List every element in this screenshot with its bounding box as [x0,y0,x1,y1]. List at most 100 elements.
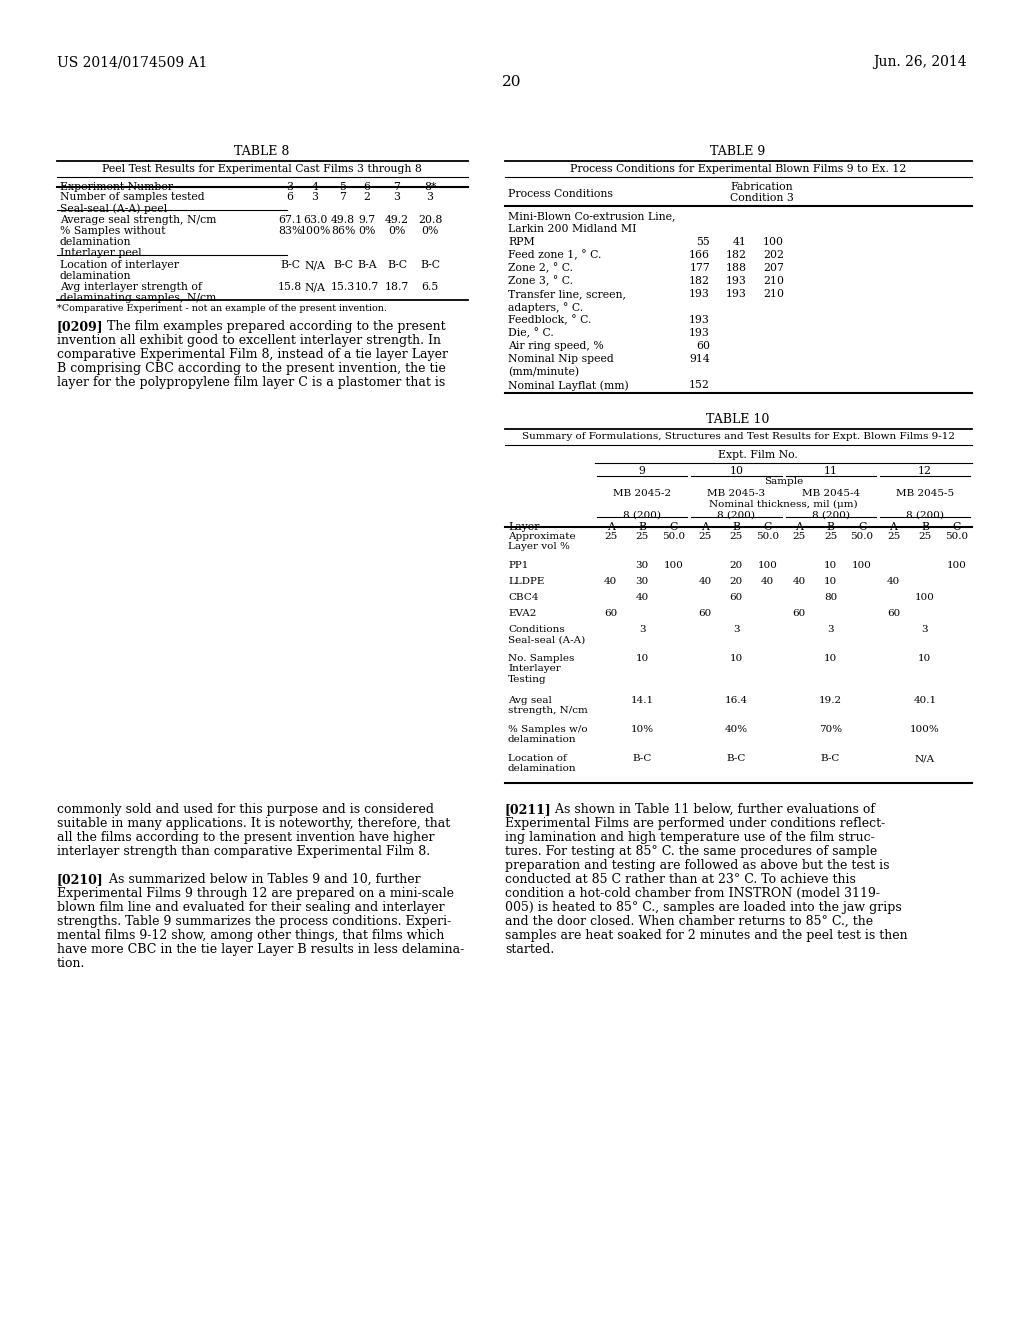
Text: 188: 188 [726,263,746,273]
Text: Conditions
Seal-seal (A-A): Conditions Seal-seal (A-A) [508,624,586,644]
Text: layer for the polypropylene film layer C is a plastomer that is: layer for the polypropylene film layer C… [57,376,445,389]
Text: comparative Experimental Film 8, instead of a tie layer Layer: comparative Experimental Film 8, instead… [57,348,449,360]
Text: Peel Test Results for Experimental Cast Films 3 through 8: Peel Test Results for Experimental Cast … [102,164,422,174]
Text: A: A [796,521,803,532]
Text: Zone 2, ° C.: Zone 2, ° C. [508,263,573,273]
Text: B-C: B-C [387,260,407,271]
Text: blown film line and evaluated for their sealing and interlayer: blown film line and evaluated for their … [57,902,444,913]
Text: EVA2: EVA2 [508,609,537,618]
Text: B: B [921,521,929,532]
Text: MB 2045-4: MB 2045-4 [802,488,860,498]
Text: 30: 30 [636,577,649,586]
Text: MB 2045-2: MB 2045-2 [613,488,671,498]
Text: 0%: 0% [421,226,438,236]
Text: MB 2045-5: MB 2045-5 [896,488,954,498]
Text: Air ring speed, %: Air ring speed, % [508,341,604,351]
Text: LLDPE: LLDPE [508,577,545,586]
Text: 40%: 40% [725,725,748,734]
Text: 16.4: 16.4 [725,696,748,705]
Text: 49.2: 49.2 [385,215,409,224]
Text: Zone 3, ° C.: Zone 3, ° C. [508,276,573,286]
Text: 4: 4 [311,182,318,191]
Text: 40: 40 [636,593,649,602]
Text: B-C: B-C [633,754,652,763]
Text: 100: 100 [664,561,683,570]
Text: 83%: 83% [278,226,302,236]
Text: 20: 20 [730,577,743,586]
Text: 41: 41 [733,238,746,247]
Text: Feed zone 1, ° C.: Feed zone 1, ° C. [508,249,601,260]
Text: B-C: B-C [821,754,841,763]
Text: 3: 3 [427,191,433,202]
Text: 10.7: 10.7 [355,282,379,292]
Text: 8 (200): 8 (200) [812,511,850,520]
Text: 3: 3 [393,191,400,202]
Text: 80: 80 [824,593,838,602]
Text: 50.0: 50.0 [851,532,873,541]
Text: [0211]: [0211] [505,803,552,816]
Text: 25: 25 [919,532,932,541]
Text: 15.8: 15.8 [278,282,302,292]
Text: 20: 20 [730,561,743,570]
Text: 60: 60 [604,609,617,618]
Text: 25: 25 [730,532,743,541]
Text: 50.0: 50.0 [945,532,968,541]
Text: 63.0: 63.0 [303,215,328,224]
Text: Seal-seal (A-A) peel: Seal-seal (A-A) peel [60,203,167,214]
Text: Process Conditions for Experimental Blown Films 9 to Ex. 12: Process Conditions for Experimental Blow… [569,164,906,174]
Text: 100: 100 [914,593,935,602]
Text: condition a hot-cold chamber from INSTRON (model 3119-: condition a hot-cold chamber from INSTRO… [505,887,880,900]
Text: 914: 914 [689,354,710,364]
Text: Avg interlayer strength of: Avg interlayer strength of [60,282,202,292]
Text: Jun. 26, 2014: Jun. 26, 2014 [873,55,967,69]
Text: 3: 3 [922,624,928,634]
Text: 100%: 100% [910,725,940,734]
Text: ing lamination and high temperature use of the film struc-: ing lamination and high temperature use … [505,832,874,843]
Text: delamination: delamination [60,238,131,247]
Text: Location of
delamination: Location of delamination [508,754,577,774]
Text: MB 2045-3: MB 2045-3 [708,488,765,498]
Text: 3: 3 [827,624,834,634]
Text: 8 (200): 8 (200) [624,511,662,520]
Text: 193: 193 [689,289,710,300]
Text: 60: 60 [698,609,712,618]
Text: Expt. Film No.: Expt. Film No. [718,450,798,459]
Text: preparation and testing are followed as above but the test is: preparation and testing are followed as … [505,859,890,873]
Text: C: C [764,521,772,532]
Text: Nominal thickness, mil (μm): Nominal thickness, mil (μm) [710,500,858,510]
Text: Avg seal
strength, N/cm: Avg seal strength, N/cm [508,696,588,715]
Text: 25: 25 [636,532,649,541]
Text: 152: 152 [689,380,710,389]
Text: Interlayer peel: Interlayer peel [60,248,141,257]
Text: Summary of Formulations, Structures and Test Results for Expt. Blown Films 9-12: Summary of Formulations, Structures and … [521,432,954,441]
Text: 9.7: 9.7 [358,215,376,224]
Text: 8 (200): 8 (200) [718,511,756,520]
Text: N/A: N/A [304,260,326,271]
Text: 10%: 10% [631,725,653,734]
Text: 7: 7 [393,182,400,191]
Text: N/A: N/A [914,754,935,763]
Text: tion.: tion. [57,957,85,970]
Text: Process Conditions: Process Conditions [508,189,613,199]
Text: 12: 12 [918,466,932,477]
Text: A: A [701,521,709,532]
Text: Experimental Films 9 through 12 are prepared on a mini-scale: Experimental Films 9 through 12 are prep… [57,887,454,900]
Text: all the films according to the present invention have higher: all the films according to the present i… [57,832,434,843]
Text: TABLE 9: TABLE 9 [711,145,766,158]
Text: 193: 193 [726,289,746,300]
Text: 0%: 0% [388,226,406,236]
Text: 20.8: 20.8 [418,215,442,224]
Text: Experiment Number: Experiment Number [60,182,173,191]
Text: 60: 60 [887,609,900,618]
Text: Number of samples tested: Number of samples tested [60,191,205,202]
Text: 6: 6 [287,191,294,202]
Text: The film examples prepared according to the present: The film examples prepared according to … [95,319,445,333]
Text: Experimental Films are performed under conditions reflect-: Experimental Films are performed under c… [505,817,886,830]
Text: Fabrication: Fabrication [730,182,793,191]
Text: 25: 25 [793,532,806,541]
Text: 40: 40 [698,577,712,586]
Text: 2: 2 [364,191,371,202]
Text: 40.1: 40.1 [913,696,936,705]
Text: 10: 10 [824,653,838,663]
Text: A: A [607,521,614,532]
